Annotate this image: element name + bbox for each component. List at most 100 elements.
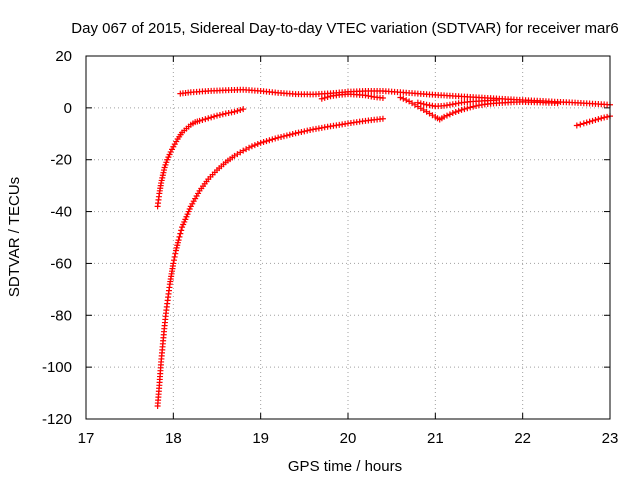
data-point bbox=[493, 97, 500, 104]
data-point bbox=[211, 113, 218, 120]
data-point bbox=[202, 116, 209, 123]
data-point bbox=[254, 140, 261, 147]
data-point bbox=[455, 107, 462, 114]
data-point bbox=[403, 97, 410, 104]
data-point bbox=[178, 227, 185, 234]
data-point bbox=[260, 138, 267, 145]
data-point bbox=[257, 139, 264, 146]
data-point bbox=[251, 142, 258, 149]
data-point bbox=[586, 118, 593, 125]
data-point bbox=[379, 115, 386, 122]
data-point bbox=[583, 119, 590, 126]
y-tick-label: -100 bbox=[42, 359, 72, 376]
y-tick-label: 20 bbox=[55, 48, 72, 65]
data-point bbox=[171, 253, 178, 260]
data-point bbox=[589, 117, 596, 124]
data-point bbox=[301, 128, 308, 135]
y-tick-label: -20 bbox=[50, 152, 72, 169]
data-point bbox=[379, 95, 386, 102]
data-point bbox=[464, 105, 471, 112]
data-point bbox=[177, 230, 184, 237]
data-point bbox=[216, 111, 223, 118]
data-point bbox=[275, 134, 282, 141]
data-point bbox=[272, 135, 279, 142]
data-point bbox=[577, 121, 584, 128]
y-axis-title: SDTVAR / TECUs bbox=[6, 177, 23, 297]
data-point bbox=[400, 95, 407, 102]
data-point bbox=[304, 127, 311, 134]
x-tick-label: 19 bbox=[252, 430, 269, 447]
data-point bbox=[237, 107, 244, 114]
series-track-a bbox=[154, 106, 247, 210]
data-point bbox=[298, 128, 305, 135]
y-tick-label: 0 bbox=[64, 100, 72, 117]
data-point bbox=[280, 133, 287, 140]
data-point bbox=[307, 127, 314, 134]
x-tick-label: 22 bbox=[514, 430, 531, 447]
data-point bbox=[604, 113, 611, 120]
data-point bbox=[175, 237, 182, 244]
x-tick-label: 18 bbox=[165, 430, 182, 447]
data-point bbox=[266, 137, 273, 144]
data-point bbox=[461, 106, 468, 113]
data-point bbox=[196, 117, 203, 124]
data-point bbox=[278, 133, 285, 140]
tick-labels: 17 18 19 20 21 22 23 -120 -100 -80 -60 -40 -20 0 20 bbox=[42, 48, 618, 447]
data-point bbox=[420, 101, 427, 108]
data-point bbox=[228, 109, 235, 116]
data-point bbox=[222, 110, 229, 117]
data-point bbox=[286, 131, 293, 138]
data-point bbox=[263, 138, 270, 145]
data-point bbox=[397, 94, 404, 101]
data-point bbox=[580, 120, 587, 127]
data-point bbox=[172, 250, 179, 257]
data-point bbox=[601, 114, 608, 121]
x-axis-title: GPS time / hours bbox=[288, 458, 402, 475]
x-tick-label: 21 bbox=[427, 430, 444, 447]
data-point bbox=[292, 130, 299, 137]
data-point bbox=[176, 233, 183, 240]
series-track-d bbox=[318, 91, 386, 102]
data-point bbox=[470, 103, 477, 110]
data-point bbox=[295, 129, 302, 136]
data-point bbox=[554, 100, 561, 107]
data-point bbox=[443, 112, 450, 119]
plot-points bbox=[154, 86, 613, 410]
series-track-e bbox=[397, 94, 561, 123]
data-point bbox=[199, 116, 206, 123]
data-point bbox=[446, 111, 453, 118]
data-point bbox=[452, 109, 459, 116]
data-point bbox=[240, 106, 247, 113]
data-point bbox=[231, 108, 238, 115]
data-point bbox=[467, 104, 474, 111]
data-point bbox=[449, 110, 456, 117]
data-point bbox=[214, 112, 220, 119]
x-tick-label: 17 bbox=[78, 430, 95, 447]
data-point bbox=[170, 260, 177, 267]
data-point bbox=[248, 143, 255, 150]
data-point bbox=[441, 113, 448, 120]
x-tick-label: 20 bbox=[340, 430, 357, 447]
series-track-b bbox=[154, 115, 386, 410]
data-point bbox=[417, 100, 424, 107]
y-tick-label: -60 bbox=[50, 255, 72, 272]
data-point bbox=[573, 122, 580, 129]
x-tick-label: 23 bbox=[602, 430, 619, 447]
plot-border bbox=[85, 55, 611, 420]
y-tick-label: -120 bbox=[42, 411, 72, 428]
y-tick-label: -80 bbox=[50, 307, 72, 324]
data-point bbox=[318, 95, 325, 102]
data-point bbox=[234, 107, 241, 114]
data-point bbox=[592, 116, 599, 123]
data-point bbox=[289, 131, 296, 138]
data-point bbox=[414, 99, 421, 106]
data-point bbox=[321, 94, 328, 101]
data-point bbox=[208, 114, 215, 121]
data-point bbox=[225, 109, 232, 116]
y-tick-label: -40 bbox=[50, 204, 72, 221]
series-track-f bbox=[414, 97, 500, 110]
data-point bbox=[269, 136, 276, 143]
data-point bbox=[458, 106, 465, 113]
